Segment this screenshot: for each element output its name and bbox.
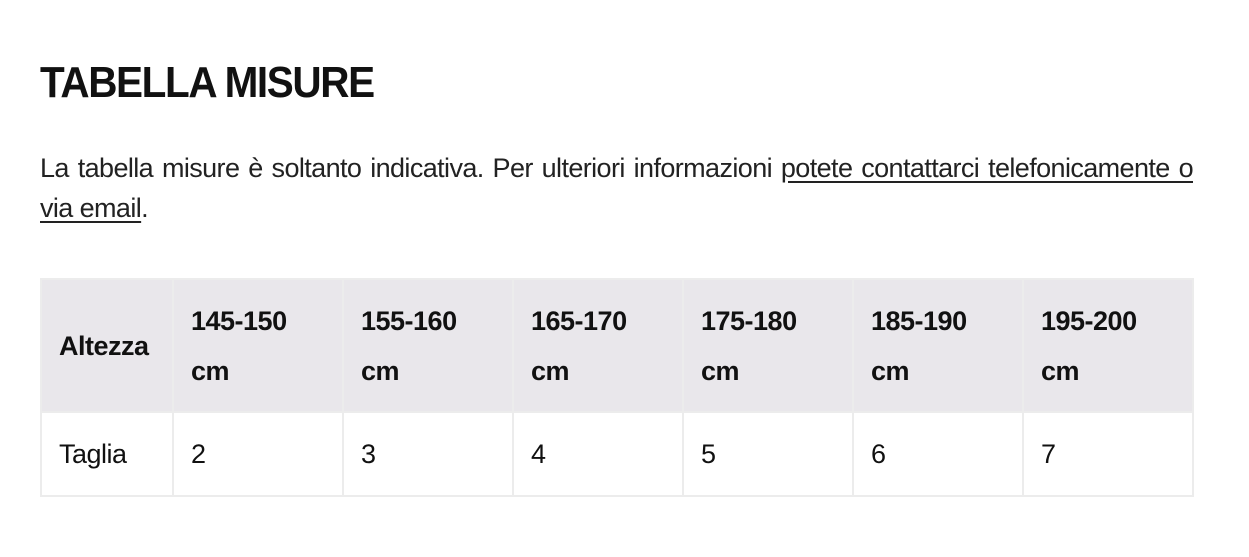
height-cell: 145-150 cm <box>172 278 344 413</box>
size-cell: 7 <box>1022 411 1194 497</box>
page-title: TABELLA MISURE <box>40 58 375 107</box>
size-cell: 2 <box>172 411 344 497</box>
height-cell: 165-170 cm <box>512 278 684 413</box>
contact-link[interactable]: potete contattarci telefonicamente o via… <box>40 153 1194 223</box>
size-cell: 3 <box>342 411 514 497</box>
table-header-row: Altezza 145-150 cm 155-160 cm 165-170 cm… <box>40 278 1194 413</box>
row-label: Taglia <box>40 411 174 497</box>
size-table: Altezza 145-150 cm 155-160 cm 165-170 cm… <box>40 278 1194 497</box>
height-cell: 175-180 cm <box>682 278 854 413</box>
size-cell: 5 <box>682 411 854 497</box>
height-cell: 195-200 cm <box>1022 278 1194 413</box>
header-label: Altezza <box>40 278 174 413</box>
table-row: Taglia 2 3 4 5 6 7 <box>40 411 1194 497</box>
height-cell: 155-160 cm <box>342 278 514 413</box>
height-cell: 185-190 cm <box>852 278 1024 413</box>
size-cell: 4 <box>512 411 684 497</box>
intro-text: La tabella misure è soltanto indicativa.… <box>40 153 1194 223</box>
size-cell: 6 <box>852 411 1024 497</box>
